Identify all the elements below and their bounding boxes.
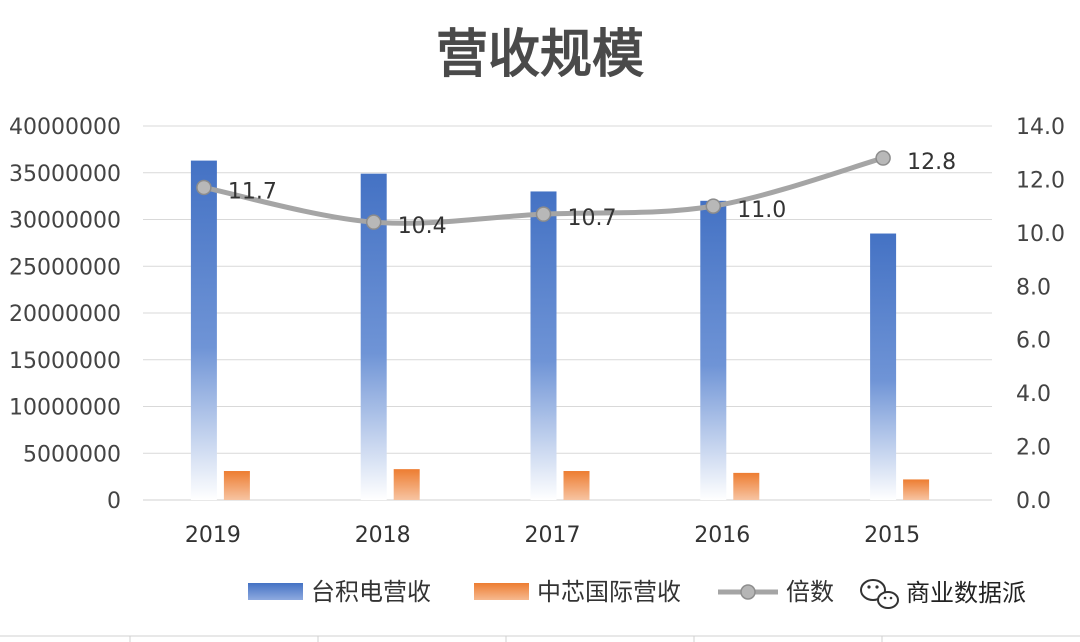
legend-swatch-ratio-marker <box>740 584 756 600</box>
bar-smic-2015 <box>903 479 930 500</box>
y-axis-right: 0.0 2.0 4.0 6.0 8.0 10.0 12.0 14.0 <box>1016 115 1065 514</box>
x-tick-label: 2019 <box>185 523 241 548</box>
watermark-text: 商业数据派 <box>906 579 1026 607</box>
bar-series <box>190 160 930 501</box>
ratio-data-label: 12.8 <box>907 150 956 175</box>
y-right-tick-label: 10.0 <box>1016 222 1065 247</box>
y-left-tick-label: 0 <box>107 489 121 514</box>
bar-tsmc-2017 <box>530 191 557 500</box>
y-left-tick-label: 35000000 <box>9 162 121 187</box>
ratio-data-label: 11.0 <box>737 198 786 223</box>
y-left-tick-label: 40000000 <box>9 115 121 140</box>
y-left-tick-label: 10000000 <box>9 396 121 421</box>
line-series: 11.7 10.4 10.7 11.0 12.8 <box>196 150 956 239</box>
x-axis: 2019 2018 2017 2016 2015 <box>185 523 920 548</box>
bar-smic-2017 <box>563 471 590 500</box>
wechat-icon <box>860 579 899 609</box>
legend: 台积电营收 中芯国际营收 倍数 <box>248 578 834 606</box>
bar-smic-2016 <box>733 472 760 500</box>
watermark: 商业数据派 <box>860 579 1026 609</box>
x-tick-label: 2016 <box>694 523 750 548</box>
x-tick-label: 2015 <box>864 523 920 548</box>
legend-swatch-smic <box>474 583 529 600</box>
y-left-tick-label: 5000000 <box>23 442 121 467</box>
y-right-tick-label: 4.0 <box>1016 382 1051 407</box>
ratio-data-label: 11.7 <box>228 179 277 204</box>
y-right-tick-label: 2.0 <box>1016 436 1051 461</box>
legend-label-ratio: 倍数 <box>786 578 834 606</box>
y-right-tick-label: 12.0 <box>1016 168 1065 193</box>
y-right-tick-label: 0.0 <box>1016 489 1051 514</box>
ratio-point-2017 <box>535 206 552 222</box>
y-left-tick-label: 25000000 <box>9 255 121 280</box>
legend-label-smic: 中芯国际营收 <box>537 578 681 606</box>
bar-tsmc-2016 <box>700 200 727 501</box>
y-right-tick-label: 14.0 <box>1016 115 1065 140</box>
y-left-tick-label: 15000000 <box>9 349 121 374</box>
y-right-tick-label: 8.0 <box>1016 275 1051 300</box>
ratio-point-2016 <box>705 198 722 214</box>
y-right-tick-label: 6.0 <box>1016 329 1051 354</box>
ratio-point-2018 <box>365 214 382 230</box>
chart-title: 营收规模 <box>436 25 644 85</box>
x-tick-label: 2017 <box>525 523 581 548</box>
x-tick-label: 2018 <box>355 523 411 548</box>
y-left-tick-label: 30000000 <box>9 209 121 234</box>
ratio-data-label: 10.7 <box>568 206 617 231</box>
bar-smic-2019 <box>223 471 250 500</box>
y-left-tick-label: 20000000 <box>9 302 121 327</box>
ratio-point-2019 <box>196 179 212 196</box>
bar-tsmc-2015 <box>870 233 897 500</box>
y-axis-left: 0 5000000 10000000 15000000 20000000 25000000… <box>9 115 121 514</box>
ratio-data-label: 10.4 <box>398 214 447 239</box>
bar-tsmc-2019 <box>190 160 217 500</box>
legend-label-tsmc: 台积电营收 <box>311 578 431 606</box>
legend-swatch-tsmc <box>248 583 303 600</box>
bar-smic-2018 <box>393 469 420 500</box>
ratio-point-2015 <box>875 150 891 166</box>
bottom-table-border <box>0 635 1080 642</box>
